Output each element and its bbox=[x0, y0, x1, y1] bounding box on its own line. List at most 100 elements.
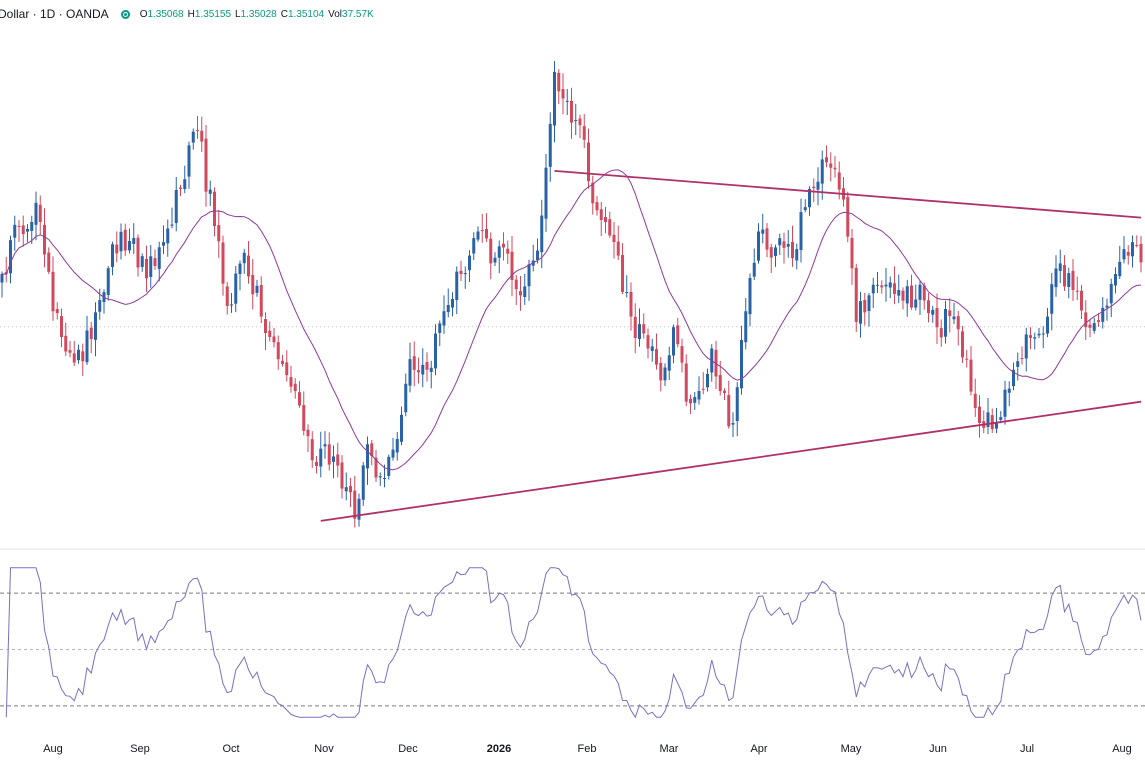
candle[interactable] bbox=[701, 372, 705, 395]
candle[interactable] bbox=[927, 293, 930, 323]
candle[interactable] bbox=[30, 215, 34, 244]
price-pane[interactable] bbox=[0, 61, 1145, 528]
candle[interactable] bbox=[1037, 327, 1041, 339]
candle[interactable] bbox=[200, 116, 204, 152]
candle[interactable] bbox=[574, 103, 578, 136]
candle[interactable] bbox=[1007, 381, 1011, 407]
candle[interactable] bbox=[901, 287, 905, 310]
candle[interactable] bbox=[77, 344, 80, 364]
candle[interactable] bbox=[799, 198, 803, 263]
candle[interactable] bbox=[123, 223, 127, 256]
candle[interactable] bbox=[1092, 317, 1096, 334]
candle[interactable] bbox=[1114, 267, 1117, 294]
candle[interactable] bbox=[191, 128, 195, 150]
candle[interactable] bbox=[47, 247, 51, 274]
candle[interactable] bbox=[315, 456, 318, 474]
candle[interactable] bbox=[693, 392, 697, 410]
candle[interactable] bbox=[208, 180, 212, 206]
candle[interactable] bbox=[4, 256, 8, 283]
candle[interactable] bbox=[60, 308, 63, 348]
candle[interactable] bbox=[672, 324, 675, 364]
candle[interactable] bbox=[72, 341, 76, 367]
candle[interactable] bbox=[357, 493, 361, 527]
candle[interactable] bbox=[774, 244, 777, 267]
candle[interactable] bbox=[740, 325, 743, 395]
candle[interactable] bbox=[336, 442, 340, 478]
candle[interactable] bbox=[825, 145, 828, 168]
candle[interactable] bbox=[778, 233, 782, 256]
candle[interactable] bbox=[149, 244, 153, 288]
candle[interactable] bbox=[616, 225, 620, 261]
candle[interactable] bbox=[1012, 362, 1015, 391]
candle[interactable] bbox=[931, 305, 935, 323]
candle[interactable] bbox=[17, 220, 21, 243]
candle[interactable] bbox=[106, 266, 110, 301]
candle[interactable] bbox=[910, 274, 913, 310]
candle[interactable] bbox=[757, 223, 760, 264]
candle[interactable] bbox=[140, 253, 144, 272]
candle[interactable] bbox=[434, 324, 437, 376]
candle[interactable] bbox=[612, 221, 616, 259]
candle[interactable] bbox=[706, 368, 709, 392]
candle[interactable] bbox=[400, 406, 403, 446]
candle[interactable] bbox=[480, 213, 484, 243]
candle[interactable] bbox=[1126, 245, 1130, 265]
candle[interactable] bbox=[986, 397, 990, 435]
candle[interactable] bbox=[391, 437, 395, 461]
candle[interactable] bbox=[34, 191, 38, 241]
candle[interactable] bbox=[268, 321, 272, 342]
candle[interactable] bbox=[272, 327, 276, 348]
candle[interactable] bbox=[918, 280, 922, 316]
candle[interactable] bbox=[969, 346, 973, 396]
candle[interactable] bbox=[599, 201, 603, 236]
candle[interactable] bbox=[132, 223, 136, 254]
candle[interactable] bbox=[786, 230, 790, 258]
candle[interactable] bbox=[667, 346, 671, 381]
candle[interactable] bbox=[111, 241, 114, 276]
candle[interactable] bbox=[510, 235, 514, 297]
candle[interactable] bbox=[119, 223, 123, 260]
candle[interactable] bbox=[553, 61, 556, 143]
candle[interactable] bbox=[174, 176, 178, 232]
candle[interactable] bbox=[629, 282, 633, 331]
candle[interactable] bbox=[608, 211, 612, 238]
candle[interactable] bbox=[251, 259, 255, 310]
candle[interactable] bbox=[710, 344, 714, 382]
candle[interactable] bbox=[744, 298, 748, 350]
candle[interactable] bbox=[468, 250, 471, 282]
candle[interactable] bbox=[55, 302, 59, 320]
candle[interactable] bbox=[867, 293, 871, 327]
candle[interactable] bbox=[221, 235, 225, 296]
candle[interactable] bbox=[476, 226, 480, 242]
candle[interactable] bbox=[829, 152, 833, 182]
candle[interactable] bbox=[323, 431, 327, 459]
candle[interactable] bbox=[514, 275, 518, 305]
candle[interactable] bbox=[816, 167, 820, 206]
candle[interactable] bbox=[89, 321, 93, 354]
candle[interactable] bbox=[995, 407, 998, 434]
candle[interactable] bbox=[196, 115, 199, 139]
candle[interactable] bbox=[1071, 258, 1075, 301]
candle[interactable] bbox=[1131, 235, 1134, 268]
candle[interactable] bbox=[684, 354, 688, 407]
candle[interactable] bbox=[914, 284, 918, 311]
rsi-pane[interactable] bbox=[0, 567, 1145, 719]
candle[interactable] bbox=[689, 394, 692, 414]
candle[interactable] bbox=[38, 195, 42, 235]
candle[interactable] bbox=[536, 238, 539, 264]
candle[interactable] bbox=[833, 156, 837, 178]
candle[interactable] bbox=[854, 263, 858, 333]
candle[interactable] bbox=[1080, 284, 1083, 320]
candle[interactable] bbox=[225, 281, 229, 315]
candle[interactable] bbox=[162, 225, 165, 254]
candle[interactable] bbox=[582, 113, 586, 149]
candle[interactable] bbox=[956, 310, 960, 346]
candle[interactable] bbox=[43, 208, 46, 268]
candle[interactable] bbox=[1029, 327, 1032, 349]
candle[interactable] bbox=[506, 240, 510, 264]
candle[interactable] bbox=[897, 274, 901, 303]
candle[interactable] bbox=[604, 206, 607, 234]
candle[interactable] bbox=[625, 275, 629, 298]
candle[interactable] bbox=[944, 300, 947, 344]
candle[interactable] bbox=[871, 277, 875, 309]
